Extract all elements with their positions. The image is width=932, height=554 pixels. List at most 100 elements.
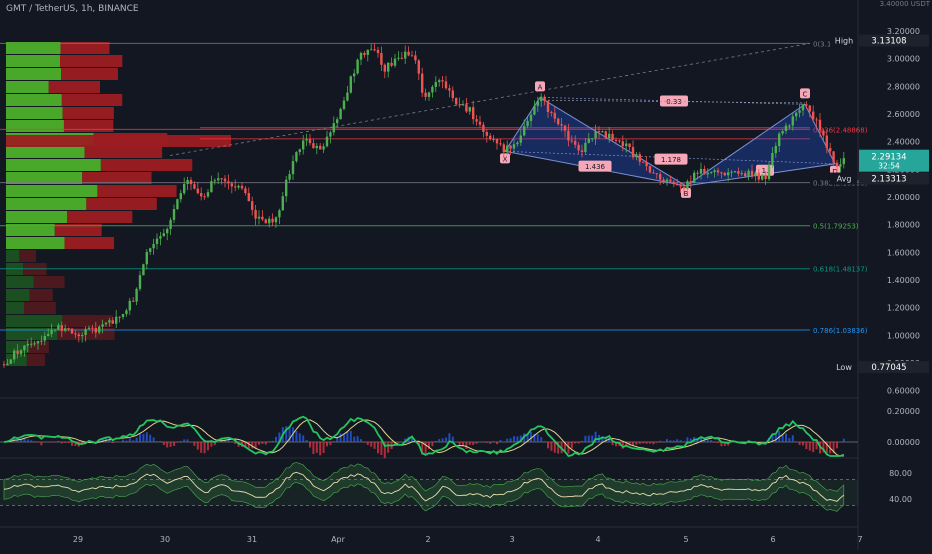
macd-histogram-bar — [374, 442, 376, 449]
rsi-tick-label: 40.00 — [889, 495, 912, 504]
candle-body — [547, 101, 549, 112]
macd-histogram-bar — [360, 439, 362, 442]
candle-body — [499, 143, 501, 144]
macd-histogram-bar — [306, 440, 308, 442]
macd-histogram-bar — [656, 442, 658, 443]
candle-body — [40, 341, 42, 342]
candle-body — [292, 161, 294, 174]
candle-body — [584, 143, 586, 152]
candle-body — [839, 164, 841, 166]
candle-body — [533, 106, 535, 115]
candle-body — [112, 320, 114, 323]
macd-histogram-bar — [799, 442, 801, 445]
candle-body — [469, 107, 471, 111]
volume-profile-buy — [6, 302, 24, 314]
macd-histogram-bar — [442, 438, 444, 442]
candle-body — [299, 149, 301, 152]
macd-histogram-bar — [465, 442, 467, 449]
candle-body — [822, 131, 824, 136]
candle-body — [632, 147, 634, 157]
price-tick-label: 2.00000 — [887, 193, 920, 202]
macd-histogram-bar — [482, 441, 484, 442]
candle-body — [509, 146, 511, 149]
macd-histogram-bar — [516, 436, 518, 442]
volume-profile-buy — [6, 94, 62, 106]
candle-body — [108, 320, 110, 322]
macd-histogram-bar — [506, 439, 508, 442]
macd-histogram-bar — [40, 442, 42, 445]
macd-histogram-bar — [17, 440, 19, 442]
macd-histogram-bar — [469, 442, 471, 445]
candle-body — [30, 344, 32, 345]
macd-histogram-bar — [27, 439, 29, 442]
macd-histogram-bar — [652, 442, 654, 444]
macd-histogram-bar — [183, 439, 185, 442]
candle-body — [676, 184, 678, 185]
macd-histogram-bar — [309, 442, 311, 448]
candle-body — [3, 364, 5, 365]
candle-body — [659, 174, 661, 179]
candle-body — [350, 76, 352, 92]
candle-body — [214, 180, 216, 181]
time-tick-label: 3 — [509, 535, 514, 544]
candle-body — [251, 201, 253, 210]
candle-body — [557, 119, 559, 125]
macd-histogram-bar — [649, 442, 651, 444]
macd-histogram-bar — [139, 433, 141, 442]
macd-histogram-bar — [493, 441, 495, 442]
macd-histogram-bar — [673, 440, 675, 442]
candle-body — [496, 139, 498, 143]
marker-name: High — [835, 37, 853, 46]
candle-body — [397, 58, 399, 59]
candle-body — [217, 178, 219, 180]
candle-body — [20, 350, 22, 354]
candle-body — [805, 104, 807, 105]
chart-title: GMT / TetherUS, 1h, BINANCE — [6, 4, 139, 14]
candle-body — [438, 80, 440, 82]
candle-body — [554, 113, 556, 119]
candle-body — [574, 141, 576, 145]
macd-histogram-bar — [176, 442, 178, 443]
candle-body — [98, 327, 100, 333]
macd-histogram-bar — [445, 437, 447, 442]
candle-body — [27, 344, 29, 345]
candle-body — [333, 123, 335, 132]
macd-histogram-bar — [710, 440, 712, 442]
candle-body — [146, 252, 148, 264]
macd-histogram-bar — [642, 442, 644, 443]
volume-profile-sell — [62, 315, 112, 327]
candle-body — [156, 239, 158, 244]
candle-body — [105, 323, 107, 325]
candle-body — [710, 172, 712, 173]
macd-histogram-bar — [809, 442, 811, 451]
macd-histogram-bar — [156, 441, 158, 442]
candle-body — [540, 97, 542, 101]
candle-body — [737, 171, 739, 174]
candle-body — [639, 154, 641, 162]
candle-body — [428, 92, 430, 96]
candle-body — [295, 152, 297, 161]
volume-profile-buy — [6, 211, 67, 223]
macd-histogram-bar — [547, 442, 549, 448]
candle-body — [588, 138, 590, 142]
candle-body — [489, 136, 491, 139]
macd-histogram-bar — [159, 441, 161, 442]
candle-body — [431, 87, 433, 93]
candle-body — [673, 182, 675, 184]
macd-histogram-bar — [166, 442, 168, 448]
candle-body — [118, 317, 120, 318]
time-tick-label: 5 — [683, 535, 688, 544]
candle-body — [220, 178, 222, 179]
macd-histogram-bar — [544, 441, 546, 442]
macd-histogram-bar — [612, 442, 614, 445]
candle-body — [81, 335, 83, 336]
time-tick-label: 6 — [770, 535, 775, 544]
candle-body — [377, 50, 379, 53]
macd-histogram-bar — [204, 442, 206, 453]
macd-histogram-bar — [438, 439, 440, 442]
candle-body — [792, 116, 794, 125]
candle-body — [139, 275, 141, 289]
macd-histogram-bar — [669, 440, 671, 442]
macd-histogram-bar — [775, 435, 777, 442]
